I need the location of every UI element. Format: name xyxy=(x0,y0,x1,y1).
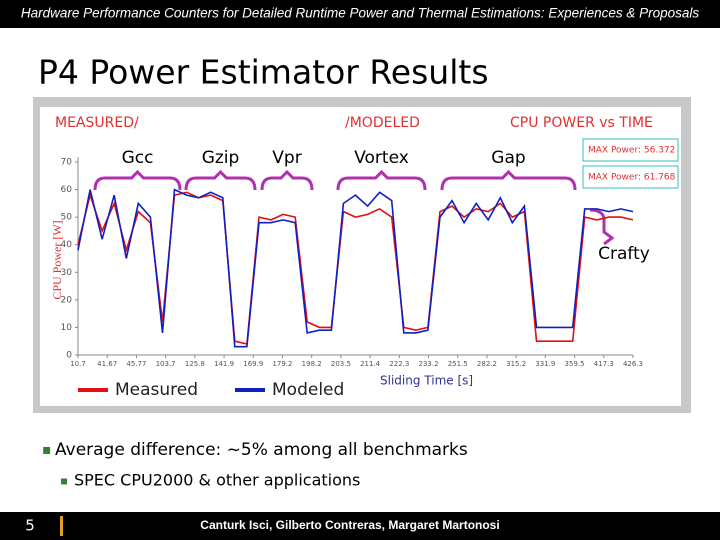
x-tick-label: 103.7 xyxy=(156,360,176,368)
y-tick-label: 30 xyxy=(61,268,73,278)
x-axis-label: Sliding Time [s] xyxy=(380,374,473,388)
y-tick-label: 20 xyxy=(61,295,73,305)
y-tick-label: 0 xyxy=(66,351,72,361)
benchmark-label: Gcc xyxy=(122,148,154,168)
x-tick-label: 10.7 xyxy=(70,360,86,368)
x-tick-label: 315.2 xyxy=(506,360,526,368)
x-tick-label: 141.9 xyxy=(214,360,234,368)
brace xyxy=(93,169,182,191)
x-tick-label: 211.4 xyxy=(360,360,381,368)
x-tick-label: 41.67 xyxy=(97,360,117,368)
x-tick-label: 203.5 xyxy=(331,360,351,368)
brace xyxy=(184,169,257,191)
page-number: 5 xyxy=(25,517,35,535)
x-tick-label: 282.2 xyxy=(477,360,497,368)
legend-label: Modeled xyxy=(272,380,344,400)
legend-label: Measured xyxy=(115,380,198,400)
header-bar xyxy=(0,0,720,28)
chart-title: MEASURED/ xyxy=(55,115,139,131)
x-tick-label: 331.9 xyxy=(535,360,555,368)
header: Hardware Performance Counters for Detail… xyxy=(21,6,700,21)
x-tick-label: 222.3 xyxy=(389,360,409,368)
bullet: Average difference: ~5% among all benchm… xyxy=(55,440,468,460)
brace xyxy=(336,169,427,191)
y-axis-label: CPU Power [W] xyxy=(50,220,64,299)
y-tick-label: 50 xyxy=(61,213,73,223)
footer-divider xyxy=(60,516,63,536)
chart: MEASURED/ /MODELED CPU POWER vs TIME MAX Po… xyxy=(50,115,679,400)
x-tick-label: 251.5 xyxy=(448,360,468,368)
x-tick-label: 45.77 xyxy=(126,360,146,368)
brace xyxy=(260,169,314,191)
x-tick-label: 169.9 xyxy=(243,360,263,368)
benchmark-label: Crafty xyxy=(598,244,650,264)
max-label: MAX Power: 61.768 xyxy=(588,173,676,183)
authors: Canturk Isci, Gilberto Contreras, Margar… xyxy=(200,518,499,532)
y-tick-label: 70 xyxy=(61,158,73,168)
max-box xyxy=(582,138,679,162)
brace xyxy=(440,169,577,191)
slide-title: P4 Power Estimator Results xyxy=(38,53,489,92)
x-tick-label: 417.3 xyxy=(594,360,614,368)
max-label: MAX Power: 56.372 xyxy=(588,146,675,156)
benchmark-label: Vortex xyxy=(354,148,409,168)
x-tick-label: 179.2 xyxy=(272,360,292,368)
y-tick-label: 10 xyxy=(61,323,73,333)
bullet-marker: ▪ xyxy=(60,474,68,488)
x-tick-label: 359.5 xyxy=(565,360,585,368)
benchmark-label: Gzip xyxy=(202,148,240,168)
footer-bar xyxy=(0,512,720,540)
benchmark-label: Gap xyxy=(491,148,525,168)
bullet-marker: ▪ xyxy=(42,442,52,458)
series-line xyxy=(77,188,634,348)
sub-bullet: SPEC CPU2000 & other applications xyxy=(74,471,360,490)
brace xyxy=(589,208,615,246)
chart-title: CPU POWER vs TIME xyxy=(510,115,653,131)
x-tick-label: 233.2 xyxy=(419,360,439,368)
x-tick-label: 198.2 xyxy=(302,360,322,368)
y-tick-label: 40 xyxy=(61,240,73,250)
x-tick-label: 426.3 xyxy=(623,360,643,368)
chart-title: /MODELED xyxy=(345,115,420,131)
y-tick-label: 60 xyxy=(61,185,73,195)
max-box xyxy=(582,165,679,189)
x-tick-label: 125.8 xyxy=(185,360,205,368)
benchmark-label: Vpr xyxy=(272,148,301,168)
